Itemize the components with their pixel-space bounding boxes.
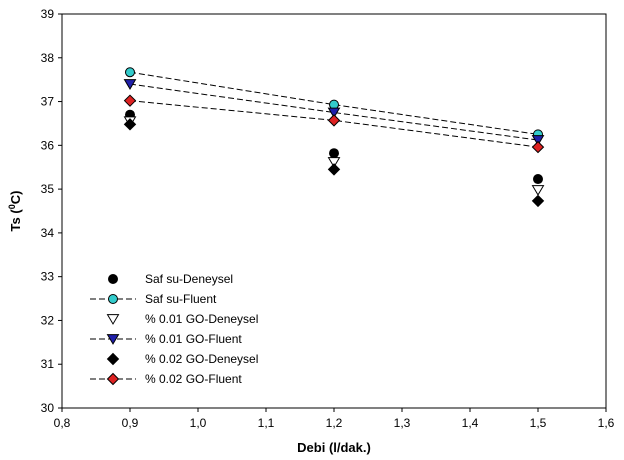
y-tick-label: 33: [41, 270, 55, 284]
y-tick-label: 35: [41, 182, 55, 196]
data-point-0-02-go-deneysel: [327, 163, 341, 176]
data-point-0-01-go-fluent: [327, 107, 341, 119]
x-tick-label: 1,1: [258, 416, 275, 430]
data-point-saf-su-fluent: [125, 67, 135, 78]
legend-label-0-01-go-fluent: % 0.01 GO-Fluent: [145, 332, 242, 346]
data-point-0-02-go-deneysel: [123, 118, 137, 131]
y-tick-label: 34: [41, 226, 55, 240]
y-tick-label: 38: [41, 51, 55, 65]
x-tick-label: 1,6: [598, 416, 615, 430]
legend-marker-0-01-go-fluent: [106, 334, 120, 345]
x-tick-label: 0,9: [122, 416, 139, 430]
data-point-0-01-go-fluent: [123, 79, 137, 90]
y-tick-label: 39: [41, 7, 55, 21]
data-point-0-02-go-deneysel: [531, 194, 545, 208]
legend-marker-0-01-go-deneysel: [106, 314, 120, 325]
y-axis-title-main: Ts (: [8, 209, 23, 232]
series-lines: [129, 71, 539, 148]
legend-marker-saf-su-deneysel: [108, 274, 118, 284]
y-tick-label: 31: [41, 357, 55, 371]
legend-label-0-02-go-deneysel: % 0.02 GO-Deneysel: [145, 352, 258, 366]
legend-marker-0-02-go-fluent: [106, 372, 120, 386]
y-axis: 30 31 32 33 34 35 36 37 38 39: [41, 7, 62, 415]
data-point-0-01-go-deneysel: [327, 157, 341, 168]
x-tick-label: 1,4: [462, 416, 479, 430]
legend-label-0-01-go-deneysel: % 0.01 GO-Deneysel: [145, 312, 258, 326]
data-point-0-02-go-fluent: [327, 114, 341, 127]
legend-marker-saf-su-fluent: [108, 294, 118, 304]
series-line-0-02-go-fluent: [129, 100, 539, 148]
y-axis-title-unit: C): [8, 191, 23, 205]
x-tick-label: 1,3: [394, 416, 411, 430]
data-point-0-01-go-fluent: [531, 135, 545, 147]
y-axis-title-superscript: 0: [7, 204, 17, 209]
data-point-saf-su-deneysel: [329, 148, 339, 159]
legend-label-0-02-go-fluent: % 0.02 GO-Fluent: [145, 372, 242, 386]
legend-label-saf-su-fluent: Saf su-Fluent: [145, 292, 217, 306]
y-axis-title: Ts (0C): [7, 191, 23, 232]
data-point-0-01-go-deneysel: [531, 185, 545, 196]
series-line-0-01-go-fluent: [129, 83, 539, 141]
y-tick-label: 37: [41, 95, 55, 109]
legend: Saf su-Deneysel Saf su-Fluent % 0.01 GO-De…: [90, 272, 258, 386]
data-point-0-02-go-fluent: [123, 94, 137, 107]
x-axis: 0,8 0,9 1,0 1,1 1,2 1,3 1,4 1,5 1,6: [54, 408, 615, 430]
series-line-saf-su-fluent: [129, 71, 539, 135]
y-tick-label: 36: [41, 138, 55, 152]
y-tick-label: 30: [41, 401, 55, 415]
x-tick-label: 0,8: [54, 416, 71, 430]
legend-label-saf-su-deneysel: Saf su-Deneysel: [145, 272, 233, 286]
data-point-saf-su-deneysel: [533, 174, 543, 185]
plot-area: [61, 13, 607, 409]
x-tick-label: 1,0: [190, 416, 207, 430]
x-axis-title: Debi (l/dak.): [297, 440, 371, 455]
legend-marker-0-02-go-deneysel: [106, 352, 120, 366]
x-tick-label: 1,2: [326, 416, 343, 430]
series-markers: [123, 67, 545, 208]
x-tick-label: 1,5: [530, 416, 547, 430]
data-point-0-02-go-fluent: [531, 140, 545, 154]
y-tick-label: 32: [41, 313, 55, 327]
